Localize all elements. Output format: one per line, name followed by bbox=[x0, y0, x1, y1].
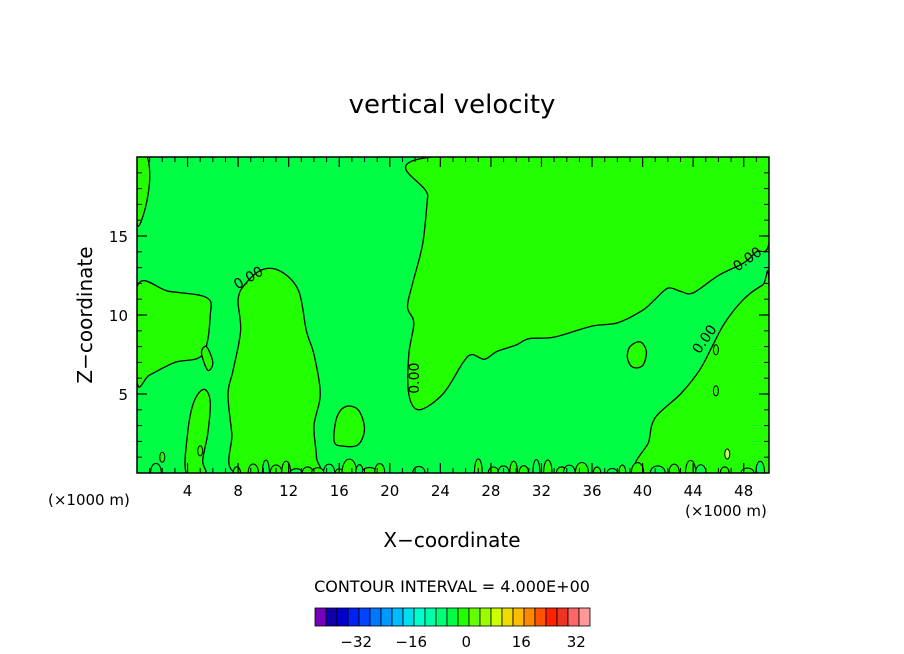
colorbar-swatch bbox=[512, 607, 525, 627]
colorbar-swatch bbox=[457, 607, 470, 627]
x-tick-label: 4 bbox=[183, 482, 193, 500]
colorbar: −32 −16 0 16 32 bbox=[314, 607, 591, 651]
x-axis-label: X−coordinate bbox=[383, 528, 520, 552]
surface-contour bbox=[592, 466, 602, 473]
surface-contour bbox=[311, 467, 325, 473]
surface-contour bbox=[487, 466, 500, 473]
colorbar-tick-label: 16 bbox=[512, 633, 531, 651]
colorbar-swatch bbox=[402, 607, 415, 627]
surface-contour bbox=[543, 459, 553, 473]
surface-contour bbox=[532, 459, 541, 473]
contour-region-1 bbox=[404, 157, 769, 411]
chart-title: vertical velocity bbox=[349, 90, 556, 120]
colorbar-swatch bbox=[424, 607, 437, 627]
y-axis-label: Z−coordinate bbox=[73, 246, 97, 383]
small-contour bbox=[724, 448, 731, 460]
contour-region-5 bbox=[184, 388, 212, 473]
small-contour bbox=[712, 344, 719, 356]
colorbar-tick-label: 0 bbox=[461, 633, 471, 651]
colorbar-swatch bbox=[479, 607, 492, 627]
contour-region-3 bbox=[227, 267, 322, 473]
x-tick-label: 36 bbox=[582, 482, 601, 500]
surface-contour bbox=[618, 464, 627, 473]
x-unit-left: (×1000 m) bbox=[48, 491, 130, 509]
colorbar-swatch bbox=[314, 607, 327, 627]
colorbar-swatch bbox=[446, 607, 459, 627]
x-tick-label: 32 bbox=[532, 482, 551, 500]
surface-contour bbox=[509, 460, 519, 473]
surface-contour bbox=[261, 459, 270, 473]
surface-contour bbox=[150, 462, 162, 473]
contour-region-4 bbox=[333, 405, 366, 448]
contour-region-8 bbox=[200, 345, 214, 372]
surface-contour bbox=[630, 462, 645, 473]
colorbar-swatch bbox=[490, 607, 503, 627]
surface-contour bbox=[518, 465, 530, 473]
colorbar-tick-label: 32 bbox=[567, 633, 586, 651]
x-tick-label: 8 bbox=[233, 482, 243, 500]
x-tick-label: 28 bbox=[481, 482, 500, 500]
surface-contour bbox=[719, 466, 730, 473]
x-tick-label: 40 bbox=[633, 482, 652, 500]
contour-label: 0.00 bbox=[407, 363, 423, 394]
surface-contour bbox=[755, 460, 766, 473]
contour-region-6 bbox=[634, 269, 769, 473]
x-tick-label: 48 bbox=[734, 482, 753, 500]
surface-contour bbox=[232, 466, 242, 473]
y-tick-label: 5 bbox=[118, 386, 128, 404]
colorbar-swatch bbox=[567, 607, 580, 627]
colorbar-swatch bbox=[369, 607, 382, 627]
colorbar-swatch bbox=[391, 607, 404, 627]
small-contour bbox=[159, 451, 166, 463]
contour-region-0 bbox=[137, 157, 151, 227]
x-tick-label: 12 bbox=[279, 482, 298, 500]
colorbar-swatch bbox=[534, 607, 547, 627]
colorbar-swatch bbox=[435, 607, 448, 627]
small-contour bbox=[712, 385, 719, 397]
colorbar-swatch bbox=[501, 607, 514, 627]
colorbar-swatch bbox=[325, 607, 338, 627]
contour-interval-label: CONTOUR INTERVAL = 4.000E+00 bbox=[314, 577, 590, 596]
surface-contour bbox=[649, 465, 666, 473]
y-tick-label: 10 bbox=[109, 307, 128, 325]
colorbar-swatch bbox=[347, 607, 360, 627]
x-tick-label: 44 bbox=[684, 482, 703, 500]
colorbar-swatch bbox=[380, 607, 393, 627]
x-tick-label: 16 bbox=[330, 482, 349, 500]
surface-contour bbox=[412, 465, 426, 473]
x-tick-label: 24 bbox=[431, 482, 450, 500]
small-contour bbox=[197, 445, 204, 457]
colorbar-swatch bbox=[413, 607, 426, 627]
contour-region-7 bbox=[626, 341, 648, 369]
colorbar-swatch bbox=[556, 607, 569, 627]
x-tick-label: 20 bbox=[380, 482, 399, 500]
colorbar-swatch bbox=[358, 607, 371, 627]
colorbar-tick-label: −32 bbox=[340, 633, 372, 651]
colorbar-swatch bbox=[578, 607, 591, 627]
surface-contour bbox=[574, 461, 589, 473]
colorbar-swatch bbox=[468, 607, 481, 627]
colorbar-swatch bbox=[523, 607, 536, 627]
y-tick-label: 15 bbox=[109, 228, 128, 246]
x-unit-right: (×1000 m) bbox=[685, 502, 767, 520]
colorbar-tick-label: −16 bbox=[395, 633, 427, 651]
surface-contour bbox=[668, 463, 680, 473]
colorbar-swatch bbox=[336, 607, 349, 627]
colorbar-swatch bbox=[545, 607, 558, 627]
surface-contour bbox=[473, 458, 483, 473]
